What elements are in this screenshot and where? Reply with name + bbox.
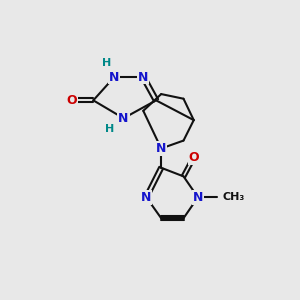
Text: O: O	[188, 151, 199, 164]
Text: N: N	[138, 70, 148, 84]
Text: H: H	[102, 58, 111, 68]
Text: H: H	[105, 124, 114, 134]
Text: CH₃: CH₃	[223, 192, 245, 202]
Text: N: N	[109, 70, 119, 84]
Text: N: N	[156, 142, 166, 155]
Text: N: N	[193, 191, 203, 204]
Text: N: N	[118, 112, 129, 125]
Text: O: O	[67, 94, 77, 107]
Text: N: N	[141, 191, 152, 204]
